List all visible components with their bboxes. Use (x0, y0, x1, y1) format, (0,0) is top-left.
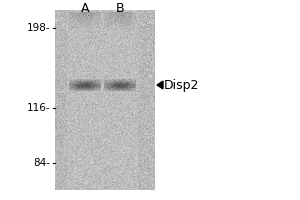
Polygon shape (157, 81, 163, 89)
Text: 198-: 198- (26, 23, 50, 33)
Text: 116-: 116- (26, 103, 50, 113)
Text: B: B (116, 1, 124, 15)
Text: A: A (81, 1, 89, 15)
Text: 84-: 84- (33, 158, 50, 168)
Text: Disp2: Disp2 (164, 78, 200, 92)
